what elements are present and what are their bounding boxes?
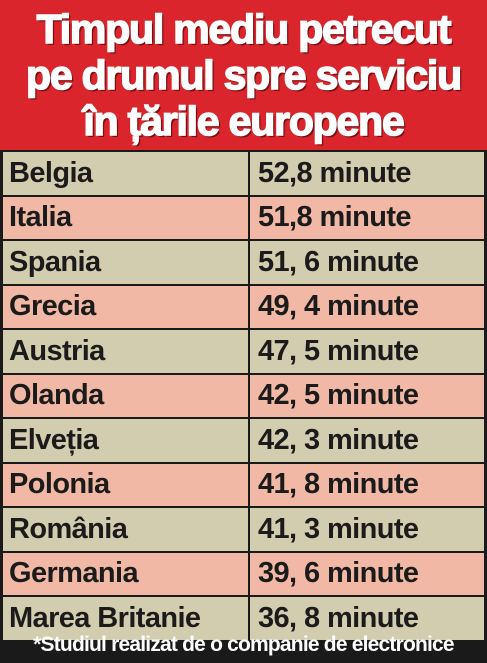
commute-time-cell: 49, 4 minute (250, 285, 484, 328)
title-line-2: pe drumul spre serviciu (25, 51, 463, 99)
country-cell: Austria (3, 330, 248, 373)
country-cell: Italia (3, 196, 248, 239)
table-row: Belgia 52,8 minute (3, 152, 484, 195)
country-cell: România (3, 508, 248, 551)
commute-time-cell: 42, 5 minute (250, 374, 484, 417)
title-banner: Timpul mediu petrecut pe drumul spre ser… (0, 0, 487, 150)
table-row: Grecia 49, 4 minute (3, 285, 484, 328)
country-cell: Belgia (3, 152, 248, 195)
commute-time-cell: 52,8 minute (250, 152, 484, 195)
table-row: Italia 51,8 minute (3, 196, 484, 239)
table-row: Spania 51, 6 minute (3, 241, 484, 284)
table-row: Polonia 41, 8 minute (3, 463, 484, 506)
table-row: Marea Britanie 36, 8 minute (3, 597, 484, 640)
table-row: Germania 39, 6 minute (3, 552, 484, 595)
country-cell: Polonia (3, 463, 248, 506)
country-cell: Marea Britanie (3, 597, 248, 640)
country-cell: Olanda (3, 374, 248, 417)
commute-time-cell: 41, 3 minute (250, 508, 484, 551)
country-cell: Elveția (3, 419, 248, 462)
table-row: Austria 47, 5 minute (3, 330, 484, 373)
commute-time-cell: 42, 3 minute (250, 419, 484, 462)
commute-time-table: Belgia 52,8 minute Italia 51,8 minute Spania… (3, 152, 484, 642)
country-cell: Germania (3, 552, 248, 595)
table-row: Olanda 42, 5 minute (3, 374, 484, 417)
commute-time-cell: 41, 8 minute (250, 463, 484, 506)
table-row: România 41, 3 minute (3, 508, 484, 551)
footnote: *Studiul realizat de o companie de elect… (33, 632, 454, 656)
commute-time-cell: 47, 5 minute (250, 330, 484, 373)
title-line-3: în țările europene (83, 97, 406, 145)
country-cell: Spania (3, 241, 248, 284)
commute-time-cell: 39, 6 minute (250, 552, 484, 595)
commute-time-cell: 51, 6 minute (250, 241, 484, 284)
table-row: Elveția 42, 3 minute (3, 419, 484, 462)
commute-time-cell: 51,8 minute (250, 196, 484, 239)
commute-time-cell: 36, 8 minute (250, 597, 484, 640)
title-line-1: Timpul mediu petrecut (36, 5, 452, 53)
country-cell: Grecia (3, 285, 248, 328)
